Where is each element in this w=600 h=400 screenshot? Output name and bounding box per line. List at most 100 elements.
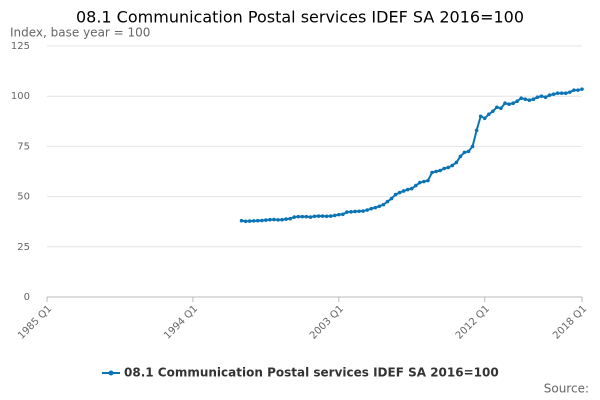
point (515, 99, 519, 104)
point (239, 218, 244, 223)
point (357, 209, 361, 214)
x-tick-label: 2018 Q1 (551, 303, 589, 341)
point (434, 169, 438, 174)
point (580, 87, 584, 91)
point (349, 210, 353, 214)
y-tick-label: 75 (17, 141, 30, 152)
point (563, 91, 568, 95)
point (401, 189, 406, 193)
point (474, 128, 479, 133)
point (482, 116, 487, 121)
point (337, 212, 341, 217)
point (268, 217, 272, 222)
point (393, 192, 398, 197)
chart-subtitle: Index, base year = 100 (10, 26, 150, 40)
x-tick-label: 2012 Q1 (454, 303, 492, 341)
point (531, 97, 536, 102)
point (308, 215, 313, 219)
point (470, 144, 475, 149)
legend-label: 08.1 Communication Postal services IDEF … (124, 366, 499, 380)
point (535, 95, 540, 100)
line (241, 88, 583, 223)
point (539, 94, 544, 98)
point (276, 218, 280, 222)
point (247, 219, 252, 223)
source: Source: (544, 382, 589, 396)
point (365, 208, 369, 212)
point (576, 88, 580, 92)
point (296, 214, 301, 219)
point (466, 149, 471, 154)
point (369, 206, 374, 211)
point (251, 219, 256, 223)
point (486, 112, 491, 117)
point (316, 214, 321, 218)
point (353, 209, 357, 214)
point (345, 210, 349, 214)
point (328, 214, 333, 218)
point (450, 163, 455, 168)
point (511, 101, 515, 106)
point (438, 168, 442, 173)
point (503, 101, 507, 106)
point (426, 178, 430, 183)
point (442, 166, 446, 171)
point (547, 93, 552, 97)
point (568, 90, 572, 94)
point (458, 154, 463, 159)
point (551, 92, 556, 96)
point (491, 109, 495, 114)
point (414, 183, 418, 188)
point (478, 114, 483, 119)
point (397, 190, 402, 195)
point (418, 180, 422, 185)
point (389, 196, 394, 201)
point (320, 214, 325, 218)
point (495, 105, 499, 110)
point (462, 150, 467, 155)
point (559, 91, 564, 95)
point (572, 88, 576, 92)
point (292, 215, 297, 219)
point (377, 204, 382, 209)
point (243, 219, 248, 224)
point (523, 97, 528, 102)
point (409, 186, 414, 191)
point (405, 187, 410, 192)
point (324, 214, 329, 219)
chart-title: 08.1 Communication Postal services IDEF … (76, 8, 524, 27)
point (272, 217, 276, 222)
point (422, 179, 426, 184)
y-tick-label: 25 (17, 242, 30, 253)
point (288, 216, 292, 221)
y-tick-label: 50 (17, 192, 30, 203)
point (519, 96, 524, 101)
point (284, 217, 288, 221)
y-tick-label: 100 (11, 91, 30, 102)
point (361, 209, 365, 213)
point (499, 106, 503, 111)
y-tick-label: 0 (24, 292, 30, 303)
x-tick-label: 1985 Q1 (16, 303, 54, 341)
point (381, 202, 386, 207)
point (341, 212, 345, 217)
point (255, 218, 260, 223)
x-tick-label: 2003 Q1 (308, 303, 346, 341)
point (280, 217, 284, 222)
point (446, 165, 451, 170)
point (527, 98, 532, 103)
point (300, 214, 305, 219)
point (454, 160, 459, 165)
point (373, 205, 378, 210)
legend-marker (108, 370, 114, 376)
point (260, 218, 264, 223)
point (430, 170, 434, 175)
y-tick-label: 125 (11, 41, 30, 52)
point (264, 218, 268, 222)
point (304, 214, 309, 219)
point (543, 95, 548, 100)
x-tick-label: 1994 Q1 (162, 303, 200, 341)
point (385, 199, 390, 204)
